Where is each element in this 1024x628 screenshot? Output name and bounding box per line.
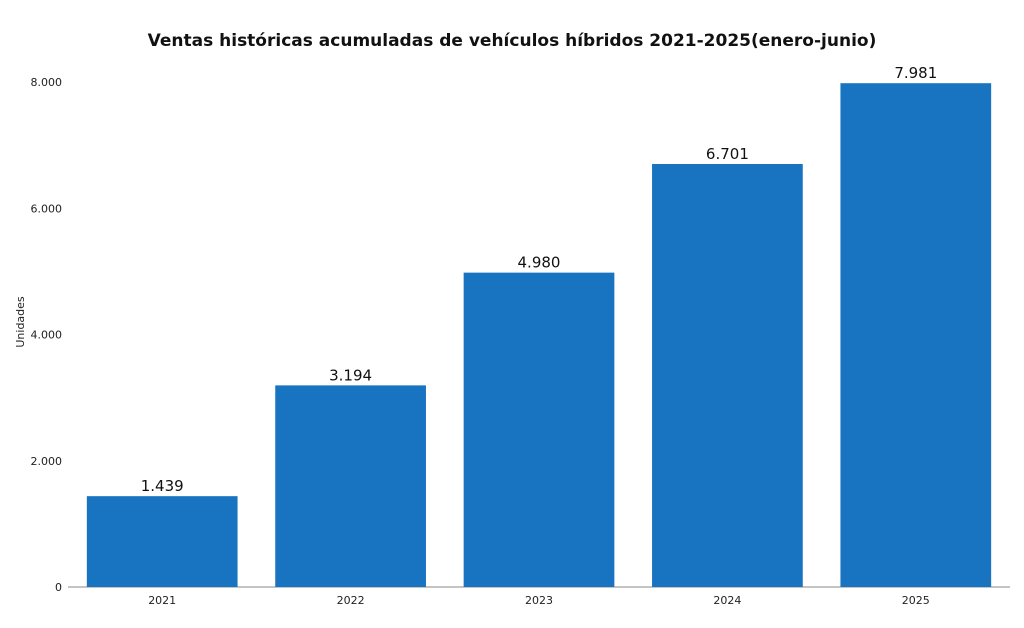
y-tick-label: 0 <box>55 581 62 594</box>
data-label-2025: 7.981 <box>894 64 937 82</box>
y-tick-label: 6.000 <box>31 202 63 215</box>
data-label-2022: 3.194 <box>329 366 372 384</box>
x-tick-label: 2021 <box>148 594 176 607</box>
x-tick-label: 2022 <box>337 594 365 607</box>
y-axis-label: Unidades <box>14 296 27 348</box>
bar-2025 <box>840 83 992 587</box>
bar-2022 <box>275 385 426 587</box>
x-tick-label: 2025 <box>902 594 930 607</box>
data-label-2021: 1.439 <box>141 477 184 495</box>
x-axis-ticks: 2021 2022 2023 2024 2025 <box>148 594 930 607</box>
data-label-2023: 4.980 <box>518 254 561 272</box>
y-tick-label: 2.000 <box>31 455 63 468</box>
y-tick-label: 8.000 <box>31 76 63 89</box>
x-tick-label: 2023 <box>525 594 553 607</box>
bar-2024 <box>652 163 803 587</box>
bars-group: 1.439 3.194 4.980 6.701 7.981 <box>86 64 992 587</box>
bar-2023 <box>463 272 615 587</box>
data-label-2024: 6.701 <box>706 145 749 163</box>
x-tick-label: 2024 <box>713 594 741 607</box>
bar-2021 <box>86 496 238 587</box>
y-axis-ticks: 0 2.000 4.000 6.000 8.000 <box>31 76 63 594</box>
y-tick-label: 4.000 <box>31 329 63 342</box>
chart-title: Ventas históricas acumuladas de vehículo… <box>148 31 877 51</box>
